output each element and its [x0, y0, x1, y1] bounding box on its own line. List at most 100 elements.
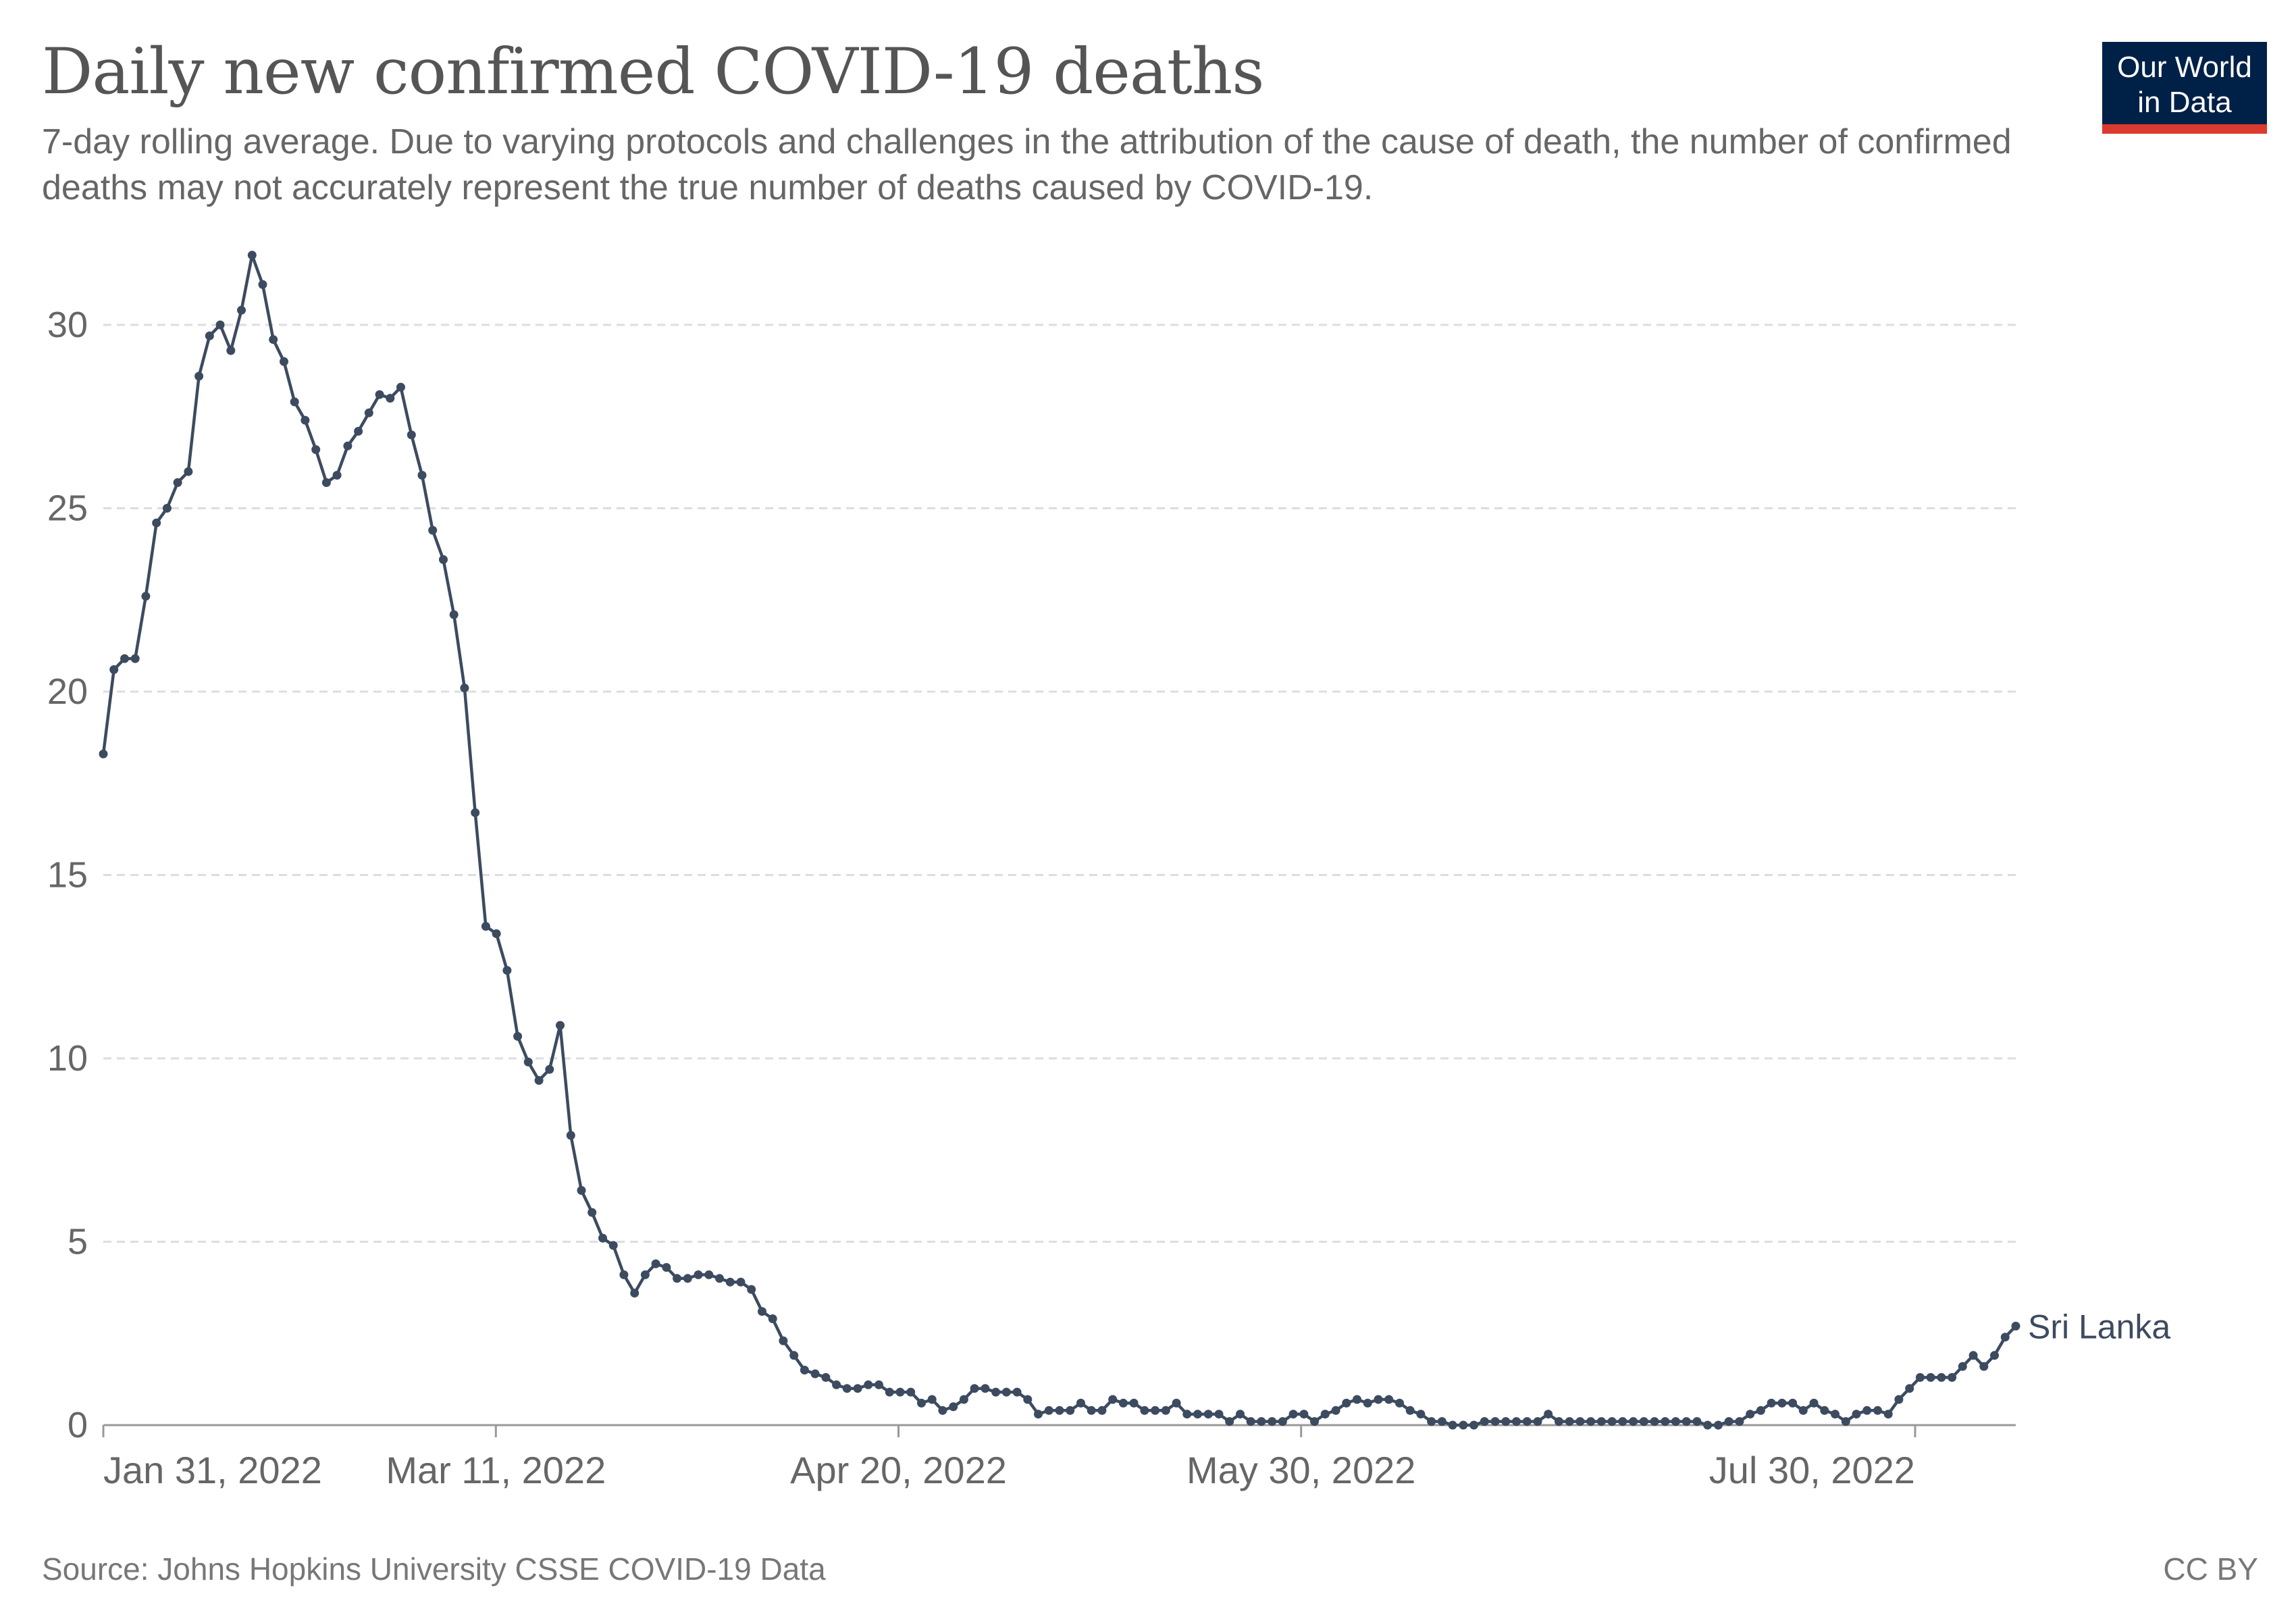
data-point	[1097, 1406, 1107, 1415]
data-point	[1575, 1417, 1585, 1426]
data-point	[1596, 1417, 1606, 1426]
data-point	[1055, 1406, 1064, 1415]
data-point	[1979, 1362, 1989, 1371]
data-point	[332, 471, 342, 480]
data-point	[1118, 1398, 1128, 1408]
data-point	[1586, 1417, 1596, 1426]
data-point	[1034, 1410, 1043, 1419]
chart-title: Daily new confirmed COVID-19 deaths	[42, 35, 1265, 109]
data-point	[1001, 1387, 1011, 1397]
data-point	[354, 427, 363, 436]
data-point	[1915, 1372, 1925, 1382]
data-point	[906, 1387, 916, 1397]
data-point	[1066, 1406, 1075, 1415]
data-point	[640, 1270, 650, 1279]
data-point	[364, 408, 373, 417]
data-point	[1894, 1395, 1904, 1404]
data-point	[215, 320, 225, 330]
data-point	[1798, 1406, 1808, 1415]
data-point	[864, 1380, 873, 1389]
data-point	[959, 1395, 968, 1404]
data-point	[173, 478, 182, 487]
owid-logo[interactable]: Our World in Data	[2102, 42, 2267, 134]
data-point	[577, 1186, 586, 1195]
data-point	[1203, 1410, 1213, 1419]
data-point	[1937, 1372, 1946, 1382]
x-tick-label: May 30, 2022	[1186, 1449, 1415, 1491]
data-point	[1746, 1410, 1755, 1419]
data-point	[184, 467, 193, 476]
data-point	[1193, 1410, 1202, 1419]
data-point	[1681, 1417, 1691, 1426]
data-point	[301, 415, 310, 425]
data-point	[875, 1380, 883, 1389]
data-point	[407, 430, 416, 440]
data-point	[1873, 1406, 1882, 1415]
data-point	[1108, 1395, 1118, 1404]
data-point	[981, 1384, 990, 1393]
data-point	[1905, 1384, 1914, 1393]
data-point	[842, 1384, 852, 1393]
data-point	[120, 654, 129, 663]
series-label[interactable]: Sri Lanka	[2028, 1308, 2170, 1345]
data-point	[895, 1387, 905, 1397]
data-point	[99, 749, 108, 758]
data-point	[1278, 1417, 1287, 1426]
data-point	[832, 1380, 841, 1389]
data-point	[513, 1031, 523, 1041]
data-point	[1809, 1398, 1819, 1408]
data-point	[439, 555, 448, 564]
y-tick-label: 10	[47, 1038, 88, 1079]
data-point	[949, 1402, 958, 1412]
y-tick-label: 25	[47, 488, 88, 529]
data-point	[1990, 1351, 1999, 1360]
data-point	[1565, 1417, 1574, 1426]
data-point	[1948, 1372, 1957, 1382]
data-point	[1225, 1417, 1234, 1426]
data-point	[1012, 1387, 1022, 1397]
data-point	[1671, 1417, 1680, 1426]
data-point	[194, 371, 204, 381]
data-point	[821, 1372, 831, 1382]
data-point	[1692, 1417, 1702, 1426]
source-note[interactable]: Source: Johns Hopkins University CSSE CO…	[42, 1551, 826, 1587]
data-point	[1268, 1417, 1277, 1426]
data-point	[853, 1384, 862, 1393]
data-point	[566, 1131, 575, 1140]
data-point	[1299, 1410, 1309, 1419]
data-point	[1384, 1395, 1394, 1404]
data-point	[321, 478, 331, 487]
data-point	[1044, 1406, 1053, 1415]
data-point	[162, 504, 172, 513]
data-point	[588, 1208, 597, 1217]
logo-line-1: Our World	[2117, 51, 2252, 84]
data-point	[449, 610, 459, 619]
data-point	[694, 1270, 703, 1279]
data-point	[1437, 1417, 1446, 1426]
data-point	[290, 397, 299, 407]
data-point	[1172, 1398, 1181, 1408]
data-point	[247, 251, 257, 260]
data-point	[1342, 1398, 1351, 1408]
data-point	[1129, 1398, 1139, 1408]
data-point	[1533, 1417, 1542, 1426]
data-point	[1883, 1410, 1893, 1419]
data-point	[1395, 1398, 1404, 1408]
data-point	[1087, 1406, 1096, 1415]
data-point	[205, 331, 214, 340]
data-point	[800, 1366, 809, 1374]
data-point	[1767, 1398, 1776, 1408]
data-point	[492, 929, 501, 938]
x-tick-label: Jan 31, 2022	[103, 1449, 322, 1491]
logo-line-2: in Data	[2137, 86, 2232, 119]
data-point	[1459, 1420, 1468, 1430]
data-point	[927, 1395, 937, 1404]
data-point	[1512, 1417, 1521, 1426]
license-link[interactable]: CC BY	[2163, 1551, 2258, 1587]
data-point	[1480, 1417, 1489, 1426]
data-point	[1639, 1417, 1648, 1426]
data-point	[523, 1057, 533, 1066]
data-point	[311, 445, 321, 455]
data-point	[545, 1064, 554, 1074]
